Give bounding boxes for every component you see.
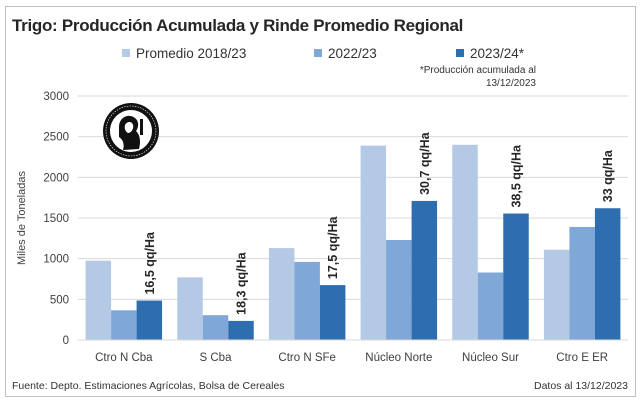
legend-item-2023-24: 2023/24*	[456, 46, 524, 61]
y-tick-label: 2500	[43, 132, 69, 144]
bar	[111, 310, 137, 340]
legend-swatch	[314, 49, 322, 57]
footer-source: Fuente: Depto. Estimaciones Agrícolas, B…	[12, 380, 285, 392]
y-tick-label: 0	[63, 335, 69, 347]
seal-torch	[140, 119, 143, 135]
bar	[386, 239, 412, 340]
x-tick-label: Núcleo Norte	[365, 352, 432, 364]
bar	[177, 277, 203, 340]
bar	[228, 320, 254, 340]
bar	[136, 300, 163, 340]
legend-item-promedio: Promedio 2018/23	[122, 46, 246, 61]
bar	[360, 145, 387, 340]
y-tick-label: 3000	[43, 91, 69, 103]
legend-item-2022-23: 2022/23	[314, 46, 377, 61]
seal-lettering-ring	[105, 105, 157, 157]
x-tick-label: Ctro N SFe	[278, 352, 336, 364]
bar	[503, 213, 529, 340]
data-label: 38,5 qq/Ha	[510, 144, 524, 208]
bar	[85, 260, 112, 340]
legend-swatch	[122, 49, 130, 57]
bar	[202, 315, 229, 340]
annotation-date: 13/12/2023	[485, 78, 536, 89]
x-tick-label: Núcleo Sur	[462, 352, 519, 364]
y-tick-label: 1000	[43, 254, 69, 266]
legend-label: 2023/24*	[470, 46, 525, 61]
bar	[477, 272, 504, 340]
bar	[452, 144, 478, 340]
legend-label: Promedio 2018/23	[136, 46, 247, 61]
annotation-note: *Producción acumulada al	[419, 65, 536, 76]
data-label: 16,5 qq/Ha	[143, 231, 157, 295]
data-label: 17,5 qq/Ha	[326, 216, 340, 280]
bar	[569, 226, 595, 340]
x-tick-label: Ctro N Cba	[95, 352, 153, 364]
x-tick-label: Ctro E ER	[556, 352, 608, 364]
bar	[319, 285, 346, 340]
seal-figure-face	[124, 122, 134, 133]
bar	[411, 200, 438, 340]
seal-figure-head	[119, 115, 140, 150]
legend-label: 2022/23	[328, 46, 377, 61]
footer-date: Datos al 13/12/2023	[534, 380, 628, 392]
bar	[294, 261, 320, 340]
bar	[268, 248, 295, 340]
legend-swatch	[456, 49, 464, 57]
y-tick-label: 2000	[43, 172, 69, 184]
x-tick-label: S Cba	[200, 352, 233, 364]
data-label: 30,7 qq/Ha	[418, 131, 432, 195]
chart-title: Trigo: Producción Acumulada y Rinde Prom…	[12, 16, 464, 35]
data-label: 18,3 qq/Ha	[235, 251, 249, 315]
data-label: 33 qq/Ha	[601, 149, 615, 202]
bar	[543, 249, 570, 340]
bar	[594, 208, 621, 340]
y-tick-label: 500	[50, 294, 69, 306]
y-tick-label: 1500	[43, 213, 69, 225]
y-axis-label: Miles de Toneladas	[16, 171, 28, 265]
logo-seal	[103, 103, 159, 159]
